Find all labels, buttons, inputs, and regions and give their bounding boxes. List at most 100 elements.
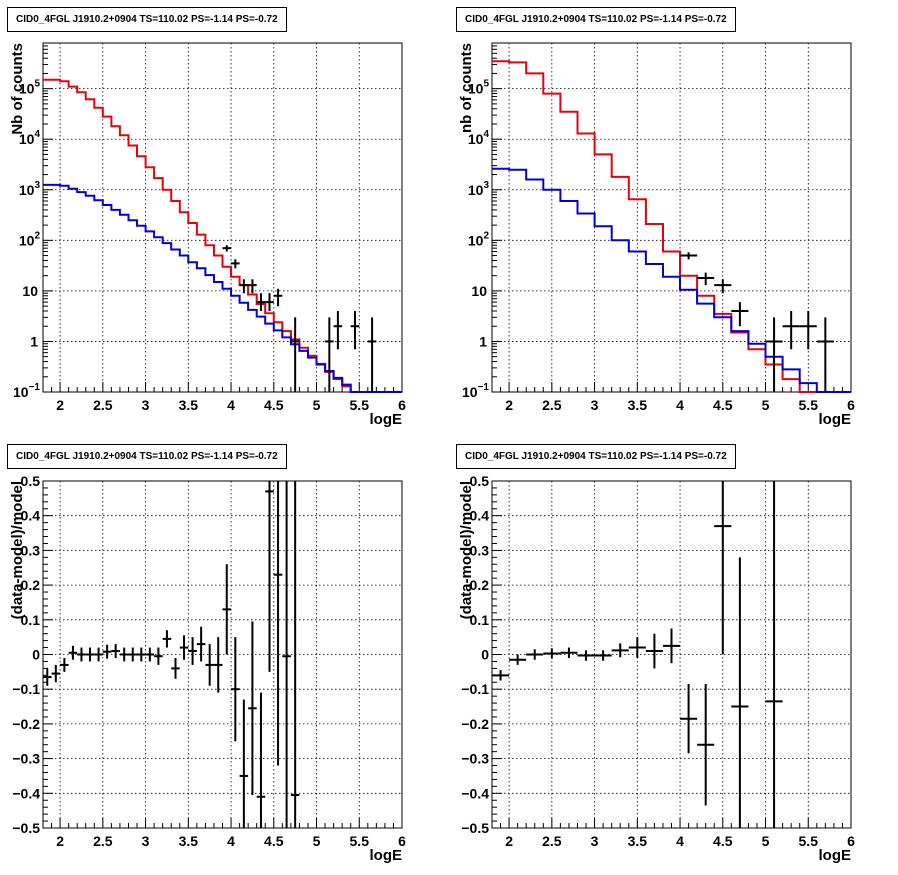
x-tick-label: 3.5: [628, 833, 648, 849]
x-tick-label: 3: [591, 833, 599, 849]
pad-title: CID0_4FGL J1910.2+0904 TS=110.02 PS=-1.1…: [456, 444, 736, 469]
x-tick-label: 4.5: [264, 397, 284, 413]
x-tick-label: 4: [676, 833, 684, 849]
pad-title: CID0_4FGL J1910.2+0904 TS=110.02 PS=-1.1…: [456, 7, 736, 32]
x-tick-label: 6: [847, 833, 855, 849]
y-tick-label: 0.2: [470, 577, 490, 593]
x-axis-title: logE: [819, 411, 852, 428]
y-tick-label: −0.1: [12, 681, 40, 697]
residual-point: [290, 481, 300, 828]
pad-title: CID0_4FGL J1910.2+0904 TS=110.02 PS=-1.1…: [7, 444, 287, 469]
data-point: [731, 302, 749, 327]
y-tick-label: 105: [468, 79, 490, 97]
pad-residuals-right: 2 2.5 3 3.5 4 4.5 5 5.5 6 −0.5 −0.4 −0.3 −0.2 −0.1 0 0.…: [449, 437, 898, 875]
data-point: [333, 311, 343, 350]
x-tick-label: 5: [313, 833, 321, 849]
y-tick-label: 10−1: [462, 382, 489, 400]
y-tick-label: 0.5: [21, 473, 41, 489]
residual-point: [560, 647, 578, 658]
data-point: [714, 279, 732, 294]
residual-point: [662, 628, 681, 664]
y-axis-title: Nb of counts: [9, 43, 26, 135]
x-tick-label: 5: [313, 397, 321, 413]
x-tick-label: 2.5: [542, 397, 562, 413]
source-model-histogram: [492, 167, 851, 393]
residual-point: [231, 637, 240, 742]
y-tick-label: 0.3: [21, 542, 41, 558]
y-tick-label: 102: [468, 230, 490, 248]
y-tick-label: −0.4: [461, 785, 489, 801]
y-tick-label: 0.4: [470, 508, 490, 524]
residual-point: [68, 645, 78, 660]
x-tick-label: 2.5: [93, 397, 113, 413]
y-tick-label: −0.2: [12, 716, 40, 732]
y-tick-label: 0.1: [470, 612, 490, 628]
x-tick-label: 2: [505, 833, 513, 849]
source-model-histogram: [43, 183, 402, 393]
residual-point: [543, 648, 561, 659]
x-tick-label: 2: [56, 833, 64, 849]
data-point: [367, 317, 377, 392]
y-tick-label: −0.2: [461, 716, 489, 732]
x-tick-label: 3.5: [628, 397, 648, 413]
residual-point: [492, 670, 510, 681]
x-tick-label: 4: [227, 397, 235, 413]
y-tick-label: −0.3: [12, 751, 40, 767]
x-tick-label: 3: [142, 397, 150, 413]
residual-point: [222, 564, 232, 655]
x-axis-title: logE: [370, 847, 403, 864]
y-tick-label: 103: [19, 180, 41, 198]
residual-point: [526, 649, 544, 660]
residual-point: [282, 481, 291, 828]
y-tick-label: 1: [30, 333, 38, 349]
residuals-plot-right: 2 2.5 3 3.5 4 4.5 5 5.5 6 −0.5 −0.4 −0.3 −0.2 −0.1 0 0.…: [458, 473, 855, 864]
x-tick-label: 5.5: [350, 833, 370, 849]
residual-point: [137, 647, 146, 662]
residual-point: [119, 647, 129, 662]
residual-point: [731, 557, 749, 828]
data-point: [290, 317, 300, 392]
y-tick-label: −0.1: [461, 681, 489, 697]
residual-point: [256, 692, 266, 828]
data-point: [239, 279, 249, 294]
x-tick-label: 4: [676, 397, 684, 413]
y-tick-label: −0.5: [461, 820, 489, 836]
residual-point: [205, 644, 214, 686]
residual-point: [248, 621, 257, 796]
x-tick-label: 5.5: [799, 833, 819, 849]
data-point: [265, 293, 274, 312]
x-tick-label: 3: [591, 397, 599, 413]
residuals-plot-left: 2 2.5 3 3.5 4 4.5 5 5.5 6 −0.5 −0.4 −0.3 −0.2 −0.1 0 0.…: [9, 473, 406, 864]
residual-point: [111, 644, 120, 658]
x-tick-label: 5: [762, 833, 770, 849]
residual-point: [102, 644, 112, 659]
x-tick-label: 3: [142, 833, 150, 849]
counts-histogram-left: 2 2.5 3 3.5 4 4.5 5 5.5 6 10−1 1 10 102 103 104 105 logE…: [9, 42, 406, 428]
residual-point: [697, 683, 715, 806]
residual-point: [196, 626, 206, 662]
x-tick-label: 5: [762, 397, 770, 413]
x-tick-label: 5.5: [799, 397, 819, 413]
residual-point: [628, 637, 646, 658]
x-tick-label: 6: [847, 397, 855, 413]
data-point: [273, 288, 283, 307]
y-tick-label: 10: [22, 283, 38, 299]
y-tick-label: 102: [19, 230, 41, 248]
residual-point: [60, 657, 69, 672]
residual-point: [265, 481, 274, 672]
data-point: [697, 272, 715, 286]
y-tick-label: 104: [19, 129, 41, 147]
residual-point: [611, 643, 629, 658]
counts-histogram-right: 2 2.5 3 3.5 4 4.5 5 5.5 6 10−1 1 10 102 103 104 105 logE…: [458, 42, 855, 428]
y-tick-label: −0.5: [12, 820, 40, 836]
y-tick-label: −0.3: [461, 751, 489, 767]
data-point: [680, 252, 698, 260]
total-model-histogram: [43, 78, 402, 393]
residual-point: [213, 637, 223, 693]
pad-counts-right: 2 2.5 3 3.5 4 4.5 5 5.5 6 10−1 1 10 102 103 104 105 logE…: [449, 0, 898, 437]
y-axis-title: (data-model)/model: [9, 481, 26, 619]
x-tick-label: 3.5: [179, 833, 199, 849]
y-tick-label: 0.3: [470, 542, 490, 558]
data-point: [231, 259, 240, 269]
residual-point: [273, 481, 283, 766]
